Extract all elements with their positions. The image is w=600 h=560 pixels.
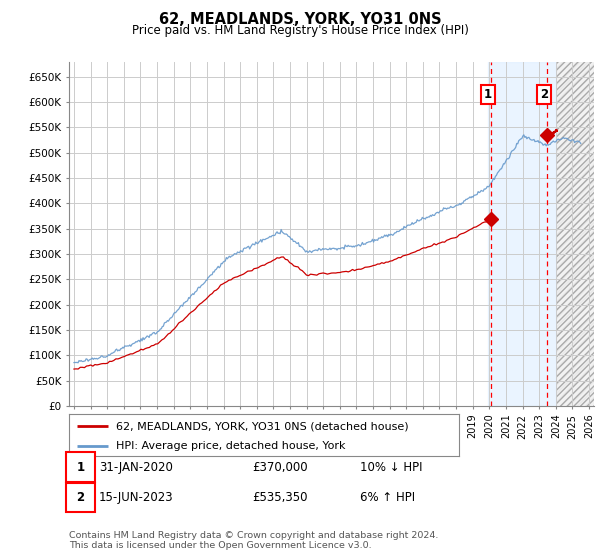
Text: 10% ↓ HPI: 10% ↓ HPI	[360, 460, 422, 474]
Text: 1: 1	[76, 460, 85, 474]
Text: 15-JUN-2023: 15-JUN-2023	[99, 491, 173, 505]
Text: 31-JAN-2020: 31-JAN-2020	[99, 460, 173, 474]
Text: 62, MEADLANDS, YORK, YO31 0NS: 62, MEADLANDS, YORK, YO31 0NS	[158, 12, 442, 27]
Text: 1: 1	[484, 88, 492, 101]
Text: 2: 2	[76, 491, 85, 505]
Text: 2: 2	[540, 88, 548, 101]
Bar	[556, 62, 594, 406]
Bar	[488, 62, 556, 406]
Text: £370,000: £370,000	[252, 460, 308, 474]
Text: HPI: Average price, detached house, York: HPI: Average price, detached house, York	[116, 441, 346, 451]
Text: 6% ↑ HPI: 6% ↑ HPI	[360, 491, 415, 505]
Text: 62, MEADLANDS, YORK, YO31 0NS (detached house): 62, MEADLANDS, YORK, YO31 0NS (detached …	[116, 421, 409, 431]
Text: Price paid vs. HM Land Registry's House Price Index (HPI): Price paid vs. HM Land Registry's House …	[131, 24, 469, 36]
Bar	[556, 62, 594, 406]
Text: £535,350: £535,350	[252, 491, 308, 505]
Text: Contains HM Land Registry data © Crown copyright and database right 2024.
This d: Contains HM Land Registry data © Crown c…	[69, 531, 439, 550]
